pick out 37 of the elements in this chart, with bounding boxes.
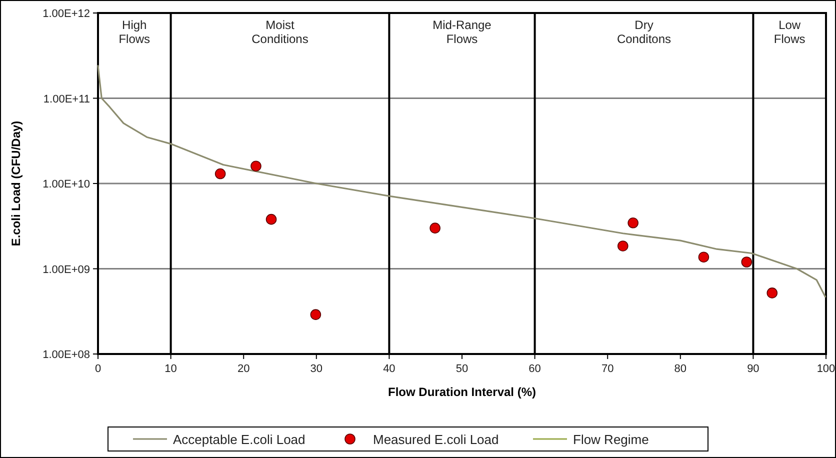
point [430,222,440,234]
point [266,214,277,225]
annotation: Moist Conditions [252,18,308,46]
x-tick-label: 60 [528,363,541,375]
x-tick-label: 10 [164,363,177,375]
legend-label: Measured E.coli Load [373,432,499,447]
point [250,160,262,172]
y-axis-title: E.coli Load (CFU/Day) [9,120,23,246]
point [741,256,752,268]
x-tick-label: 50 [456,363,468,375]
annotation: High Flows [118,18,150,46]
x-tick-label: 30 [310,363,323,375]
y-tick-label: 1.00E+12 [42,8,90,20]
y-tick-label: 1.00E+11 [43,93,90,106]
x-tick-label: 40 [383,363,396,375]
x-tick-label: 20 [237,363,250,375]
x-tick-label: 80 [674,363,687,375]
x-tick-label: 0 [94,363,102,375]
x-tick-label: 100 [816,363,836,375]
point [310,309,322,320]
legend-label: Acceptable E.coli Load [173,432,306,447]
point [214,168,226,180]
point [766,288,778,298]
annotation: Low Flows [774,18,806,46]
annotation: Mid-Range Flows [432,18,492,46]
x-axis-title: Flow Duration Interval (%) [388,385,536,399]
point [617,240,628,252]
y-tick-label: 1.00E+10 [42,178,90,190]
line-series [97,65,826,298]
annotation: Dry Conditons [616,18,672,46]
point [698,252,710,262]
y-tick-label: 1.00E+08 [42,349,90,361]
x-tick-label: 70 [601,363,614,375]
point [628,218,638,228]
y-tick-label: 1.00E+09 [42,264,90,276]
x-tick-label: 90 [747,363,760,375]
legend-label: Flow Regime [573,432,649,447]
